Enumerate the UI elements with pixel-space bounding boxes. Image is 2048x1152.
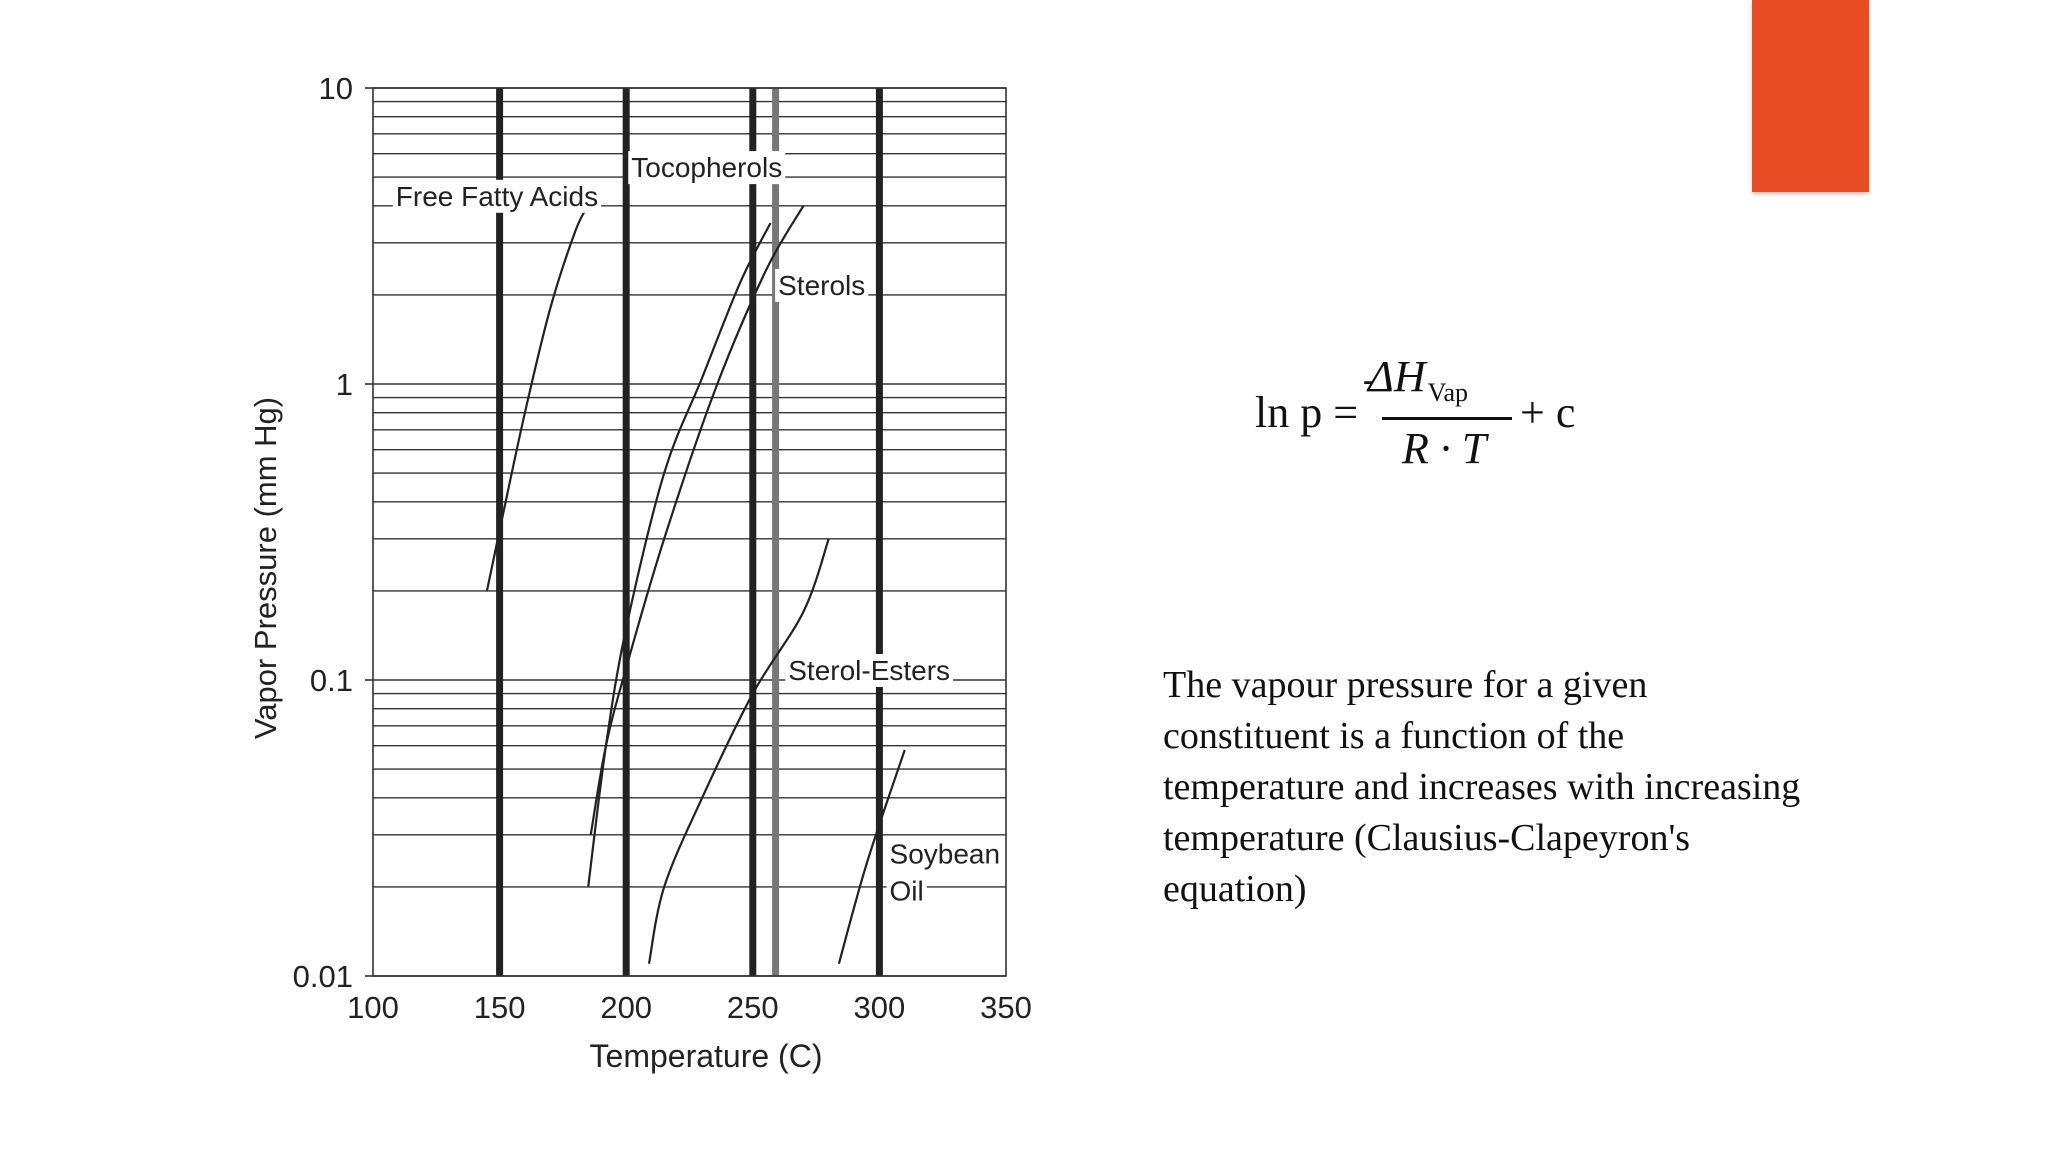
- series-label-background: [785, 654, 954, 687]
- x-tick-label: 300: [854, 990, 906, 1025]
- equation-constant: + c: [1520, 388, 1576, 437]
- x-tick-label: 100: [347, 990, 399, 1025]
- series-label-background: [886, 874, 927, 908]
- x-tick-label: 200: [600, 990, 652, 1025]
- equation-delta-h: ΔH: [1368, 352, 1426, 401]
- y-tick-label: 0.01: [293, 959, 353, 994]
- equation-lhs: ln p =: [1255, 388, 1359, 437]
- chart-series: [485, 205, 906, 965]
- series-label: Free Fatty Acids: [396, 181, 598, 212]
- equation-numerator: ΔHVap: [1368, 351, 1468, 408]
- y-tick-label: 10: [319, 71, 353, 106]
- accent-bar: [1752, 0, 1869, 192]
- x-axis-label: Temperature (C): [590, 1038, 823, 1074]
- y-tick-label: 1: [336, 367, 353, 402]
- equation-fraction-bar: [1382, 417, 1512, 420]
- x-tick-label: 250: [727, 990, 779, 1025]
- series-label: Sterol-Esters: [788, 655, 950, 686]
- series-label-background: [775, 268, 869, 302]
- equation-numerator-subscript: Vap: [1427, 378, 1469, 407]
- series-line: [485, 205, 590, 592]
- series-line: [589, 205, 805, 835]
- x-tick-label: 150: [474, 990, 526, 1025]
- equation-minus-sign: -: [1363, 361, 1374, 397]
- series-label-background: [392, 179, 602, 213]
- clausius-clapeyron-equation: ln p = - ΔHVap R · T + c: [1250, 345, 1630, 475]
- series-label-background: [886, 837, 1004, 871]
- series-label: Sterols: [778, 270, 865, 301]
- series-label: Soybean: [890, 838, 1001, 869]
- series-label: Oil: [890, 875, 924, 906]
- series-label-background: [628, 151, 786, 185]
- x-tick-label: 350: [980, 990, 1032, 1025]
- series-label: Tocopherols: [631, 152, 782, 183]
- plot-frame: [372, 87, 1007, 977]
- equation-denominator: R · T: [1402, 424, 1487, 473]
- chart-grid: [365, 87, 1007, 977]
- y-axis-label: Vapor Pressure (mm Hg): [248, 397, 283, 739]
- series-line: [647, 538, 830, 964]
- series-line: [837, 749, 906, 965]
- chart-labels: 0.01 0.1 1 10 100 150 200 250 300 350 Free Fatty A…: [293, 71, 1032, 1025]
- y-tick-label: 0.1: [310, 663, 353, 698]
- description-text: The vapour pressure for a given constitu…: [1163, 664, 1801, 910]
